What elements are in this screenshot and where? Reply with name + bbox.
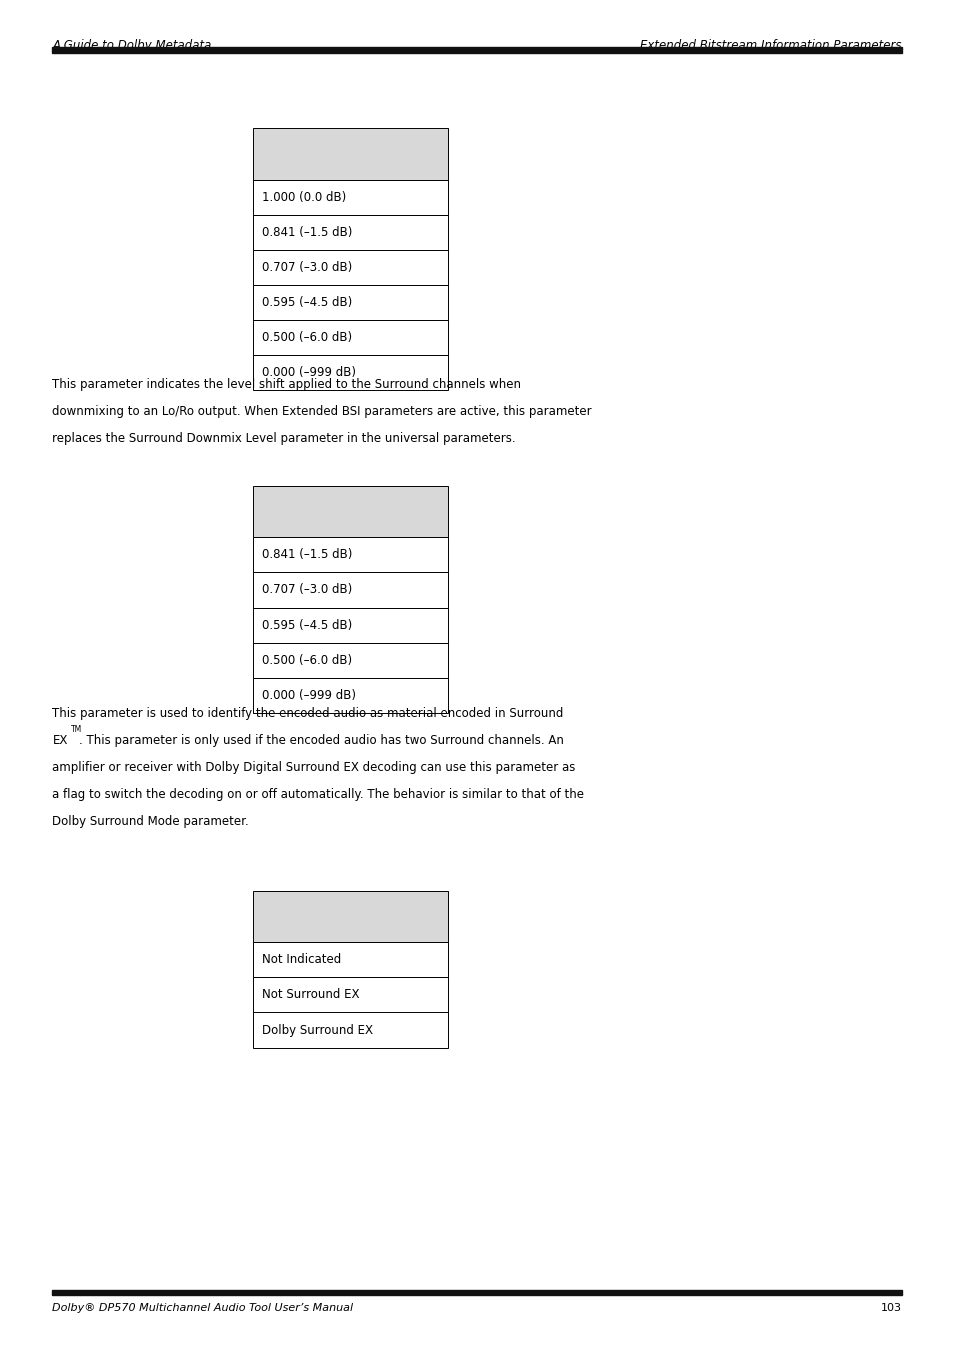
Text: Extended Bitstream Information Parameters: Extended Bitstream Information Parameter… <box>639 39 901 53</box>
Text: 0.841 (–1.5 dB): 0.841 (–1.5 dB) <box>262 548 353 562</box>
Bar <box>52 47 901 53</box>
Bar <box>253 678 448 713</box>
Bar <box>253 250 448 285</box>
Text: This parameter is used to identify the encoded audio as material encoded in Surr: This parameter is used to identify the e… <box>52 707 563 721</box>
Bar <box>253 572 448 608</box>
Text: Dolby Surround EX: Dolby Surround EX <box>262 1023 373 1037</box>
Text: 0.500 (–6.0 dB): 0.500 (–6.0 dB) <box>262 331 352 344</box>
Text: 0.000 (–999 dB): 0.000 (–999 dB) <box>262 688 356 702</box>
Bar <box>253 180 448 215</box>
Text: 0.500 (–6.0 dB): 0.500 (–6.0 dB) <box>262 653 352 667</box>
Bar <box>253 355 448 390</box>
Bar <box>253 643 448 678</box>
Text: . This parameter is only used if the encoded audio has two Surround channels. An: . This parameter is only used if the enc… <box>79 734 563 748</box>
Text: EX: EX <box>52 734 68 748</box>
Text: 103: 103 <box>880 1303 901 1312</box>
Text: 0.841 (–1.5 dB): 0.841 (–1.5 dB) <box>262 225 353 239</box>
Text: downmixing to an Lo/Ro output. When Extended BSI parameters are active, this par: downmixing to an Lo/Ro output. When Exte… <box>52 405 592 418</box>
Text: 0.595 (–4.5 dB): 0.595 (–4.5 dB) <box>262 296 353 309</box>
Bar <box>253 537 448 572</box>
Text: A Guide to Dolby Metadata: A Guide to Dolby Metadata <box>52 39 212 53</box>
Bar <box>253 891 448 942</box>
Text: Not Surround EX: Not Surround EX <box>262 988 359 1002</box>
Text: 0.595 (–4.5 dB): 0.595 (–4.5 dB) <box>262 618 353 632</box>
Text: a flag to switch the decoding on or off automatically. The behavior is similar t: a flag to switch the decoding on or off … <box>52 788 584 802</box>
Bar <box>253 215 448 250</box>
Text: Not Indicated: Not Indicated <box>262 953 341 967</box>
Text: 1.000 (0.0 dB): 1.000 (0.0 dB) <box>262 190 346 204</box>
Bar <box>253 285 448 320</box>
Bar <box>253 320 448 355</box>
Text: Dolby® DP570 Multichannel Audio Tool User’s Manual: Dolby® DP570 Multichannel Audio Tool Use… <box>52 1303 354 1312</box>
Bar <box>253 942 448 977</box>
Text: 0.707 (–3.0 dB): 0.707 (–3.0 dB) <box>262 261 353 274</box>
Text: Dolby Surround Mode parameter.: Dolby Surround Mode parameter. <box>52 815 249 829</box>
Bar <box>52 1291 901 1295</box>
Text: This parameter indicates the level shift applied to the Surround channels when: This parameter indicates the level shift… <box>52 378 521 392</box>
Text: 0.000 (–999 dB): 0.000 (–999 dB) <box>262 366 356 379</box>
Bar <box>253 608 448 643</box>
Text: 0.707 (–3.0 dB): 0.707 (–3.0 dB) <box>262 583 353 597</box>
Bar <box>253 486 448 537</box>
Bar <box>253 1012 448 1048</box>
Bar <box>253 977 448 1012</box>
Bar <box>253 128 448 180</box>
Text: TM: TM <box>71 725 82 734</box>
Text: amplifier or receiver with Dolby Digital Surround EX decoding can use this param: amplifier or receiver with Dolby Digital… <box>52 761 576 775</box>
Text: replaces the Surround Downmix Level parameter in the universal parameters.: replaces the Surround Downmix Level para… <box>52 432 516 446</box>
